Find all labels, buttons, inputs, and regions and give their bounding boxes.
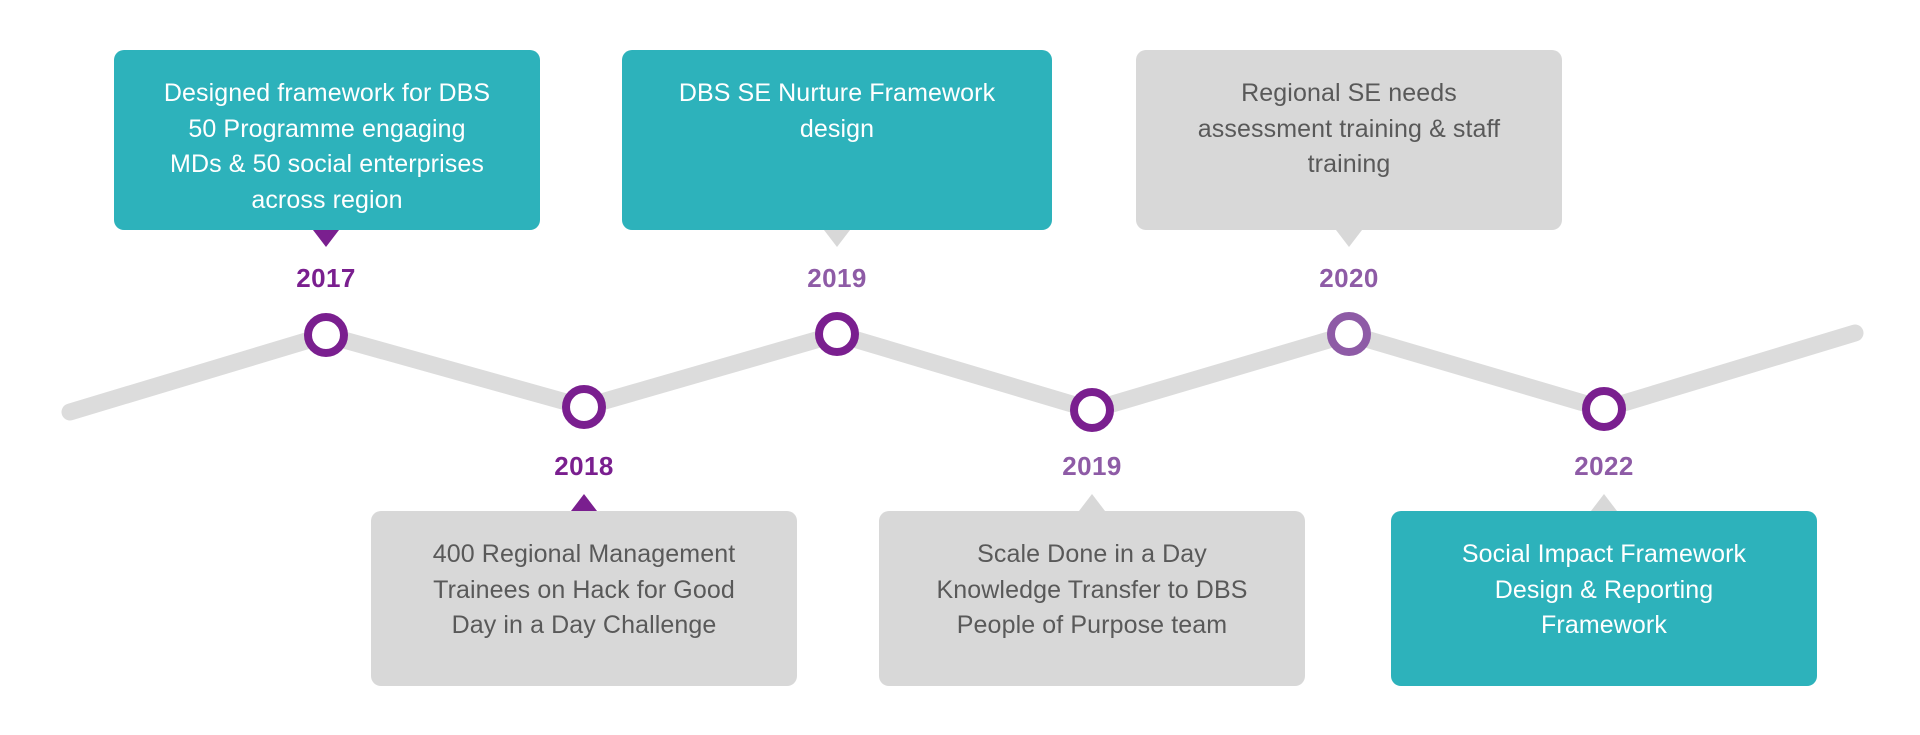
milestone-card-2022[interactable]: Social Impact Framework Design & Reporti… xyxy=(1391,511,1817,686)
milestone-node-2019-below[interactable] xyxy=(1070,388,1114,432)
milestone-node-2020[interactable] xyxy=(1327,312,1371,356)
milestone-card-text-2018: 400 Regional Management Trainees on Hack… xyxy=(432,540,736,639)
milestone-year-2022: 2022 xyxy=(1574,451,1634,481)
milestone-pointer-2018 xyxy=(571,494,597,511)
milestone-card-text-2017: Designed framework for DBS 50 Programme … xyxy=(163,79,491,214)
milestone-card-2017[interactable]: Designed framework for DBS 50 Programme … xyxy=(114,50,540,230)
milestone-card-text-2022: Social Impact Framework Design & Reporti… xyxy=(1461,540,1747,639)
milestone-node-2019-above[interactable] xyxy=(815,312,859,356)
milestone-pointer-2022 xyxy=(1591,494,1617,511)
milestone-node-2022[interactable] xyxy=(1582,387,1626,431)
milestone-node-2017[interactable] xyxy=(304,313,348,357)
milestone-card-text-2020: Regional SE needs assessment training & … xyxy=(1197,79,1501,178)
milestone-year-2020: 2020 xyxy=(1319,263,1379,293)
milestone-card-2019-below[interactable]: Scale Done in a Day Knowledge Transfer t… xyxy=(879,511,1305,686)
milestone-pointer-2017 xyxy=(313,230,339,247)
milestone-pointer-2019-above xyxy=(824,230,850,247)
milestone-year-2019-above: 2019 xyxy=(807,263,867,293)
milestone-pointer-2019-below xyxy=(1079,494,1105,511)
milestone-year-2018: 2018 xyxy=(554,451,614,481)
milestone-year-2017: 2017 xyxy=(296,263,356,293)
milestone-card-2019-above[interactable]: DBS SE Nurture Framework design xyxy=(622,50,1052,230)
milestone-pointer-2020 xyxy=(1336,230,1362,247)
milestone-card-2020[interactable]: Regional SE needs assessment training & … xyxy=(1136,50,1562,230)
milestone-node-2018[interactable] xyxy=(562,385,606,429)
milestone-year-2019-below: 2019 xyxy=(1062,451,1122,481)
milestone-card-text-2019-below: Scale Done in a Day Knowledge Transfer t… xyxy=(936,540,1248,639)
milestone-card-2018[interactable]: 400 Regional Management Trainees on Hack… xyxy=(371,511,797,686)
milestone-card-text-2019-above: DBS SE Nurture Framework design xyxy=(678,79,996,143)
